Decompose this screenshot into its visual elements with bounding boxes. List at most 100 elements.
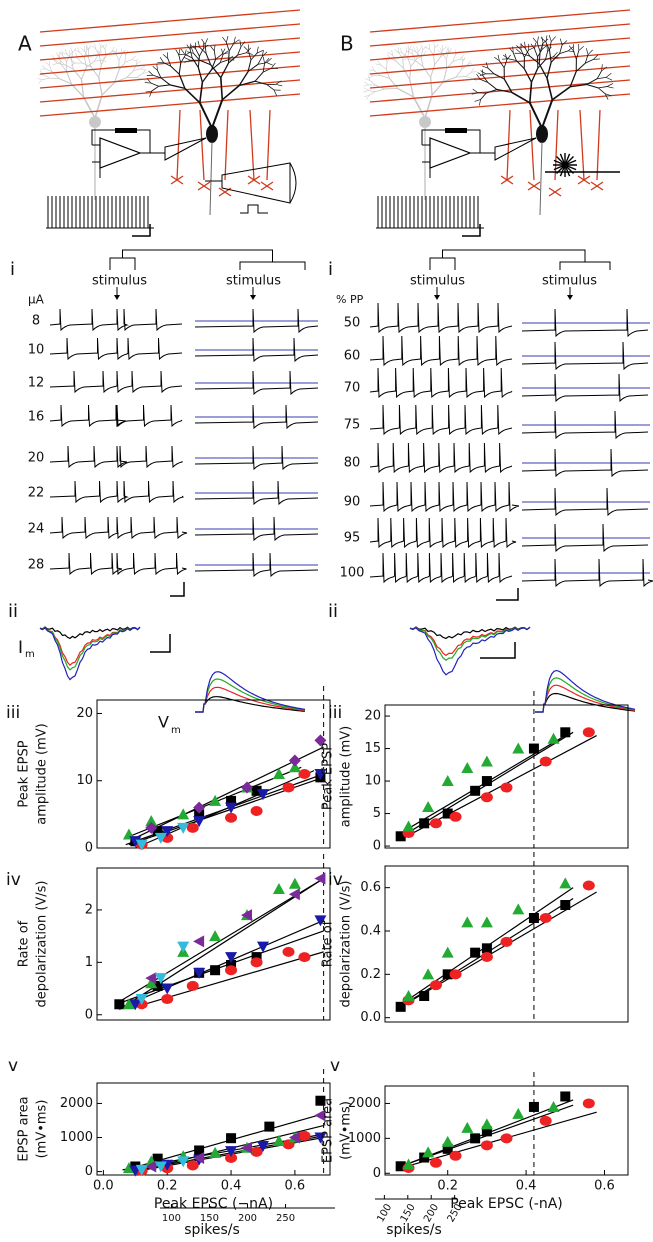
- dendrite: [400, 48, 402, 53]
- resistor: [115, 128, 137, 133]
- dendrite: [132, 56, 136, 60]
- dendrite: [418, 47, 421, 51]
- data-point: [251, 957, 263, 967]
- dendrite: [535, 43, 536, 49]
- stimulus-level: 10: [28, 343, 45, 358]
- y-tick-label: 0.2: [360, 967, 381, 982]
- pipette: [165, 138, 206, 160]
- data-point: [193, 935, 204, 947]
- y-axis-label: (mV•ms): [35, 1100, 50, 1159]
- dendrite: [157, 64, 158, 70]
- y-tick-label: 1: [85, 955, 93, 970]
- data-point: [273, 1135, 285, 1146]
- spike-tick-label: 100: [162, 1213, 181, 1224]
- data-point: [161, 994, 173, 1004]
- dendrite: [579, 46, 584, 50]
- dendrite: [542, 100, 552, 128]
- data-point: [540, 1116, 552, 1126]
- dendrite: [161, 78, 170, 85]
- dendrite: [163, 54, 168, 58]
- dendrite: [423, 67, 431, 78]
- dendrite: [187, 52, 193, 54]
- data-point: [512, 903, 524, 914]
- dendrite: [434, 43, 435, 48]
- row-label: i: [10, 259, 15, 280]
- dendrite: [597, 77, 606, 78]
- dendrite: [552, 87, 570, 100]
- dendrite: [96, 49, 100, 55]
- dendrite: [550, 50, 552, 62]
- dendrite: [267, 85, 274, 90]
- dendrite: [105, 44, 107, 49]
- dendrite: [77, 58, 82, 63]
- puffer-pulse: [205, 181, 268, 213]
- data-point: [461, 762, 473, 773]
- scale-bar: [496, 588, 518, 600]
- voltage-response: [535, 685, 635, 712]
- data-point: [225, 965, 237, 975]
- data-point: [210, 965, 220, 975]
- x-tick-label: 0.4: [516, 1179, 537, 1194]
- fit-line: [401, 1112, 597, 1168]
- data-point: [529, 744, 539, 754]
- dendrite: [45, 62, 49, 65]
- dendrite: [602, 64, 603, 71]
- grey-soma: [89, 116, 101, 128]
- scale-bar: [480, 642, 515, 658]
- dendrite: [191, 47, 193, 53]
- data-point: [430, 980, 442, 990]
- spike-tick-label: 200: [422, 1202, 441, 1224]
- data-point: [422, 801, 434, 812]
- y-tick-label: 0.6: [360, 880, 381, 895]
- dendrite: [202, 70, 211, 82]
- stimulus-level: 22: [28, 486, 45, 501]
- dendrite: [42, 65, 46, 69]
- dendrite: [499, 61, 504, 68]
- data-point: [273, 883, 285, 894]
- dendrite: [363, 85, 368, 86]
- voltage-trace: [370, 482, 519, 511]
- parallel-fiber: [40, 94, 300, 116]
- dendrite: [551, 37, 555, 42]
- pipette: [495, 138, 536, 160]
- data-point: [529, 913, 539, 923]
- voltage-response: [195, 672, 305, 712]
- dendrite: [140, 66, 144, 69]
- data-point: [187, 823, 199, 833]
- plot-frame: [97, 868, 330, 1020]
- dendrite: [508, 59, 516, 61]
- voltage-trace: [50, 338, 182, 359]
- axon: [210, 142, 212, 215]
- data-point: [501, 937, 513, 947]
- data-point: [461, 1122, 473, 1133]
- dendrite: [435, 57, 441, 65]
- y-axis-label: Peak EPSP: [17, 740, 32, 807]
- data-point: [251, 806, 263, 816]
- granule-axon: [225, 110, 228, 180]
- stimulus-level: 28: [28, 558, 45, 573]
- dendrite: [43, 75, 49, 78]
- dendrite: [480, 71, 485, 74]
- y-tick-label: 10: [364, 774, 381, 789]
- data-point: [289, 755, 301, 767]
- dendrite: [226, 36, 228, 42]
- stimulus-level: 60: [344, 349, 361, 364]
- dendrite: [466, 72, 472, 76]
- dendrite: [386, 69, 389, 78]
- dendrite: [539, 64, 547, 78]
- spike-tick-label: 150: [399, 1202, 418, 1224]
- stimulus-level: 8: [32, 314, 40, 329]
- dendrite: [543, 39, 548, 43]
- dendrite: [516, 49, 521, 53]
- dendrite: [606, 77, 612, 80]
- data-point: [177, 808, 189, 819]
- fit-line: [119, 878, 323, 1009]
- data-point: [450, 1151, 462, 1161]
- scale-bar: [462, 224, 480, 236]
- dendrite: [481, 93, 487, 99]
- data-point: [264, 1122, 274, 1132]
- voltage-response: [535, 694, 635, 713]
- axon: [540, 142, 542, 215]
- dendrite: [140, 69, 145, 70]
- data-point: [583, 1098, 595, 1108]
